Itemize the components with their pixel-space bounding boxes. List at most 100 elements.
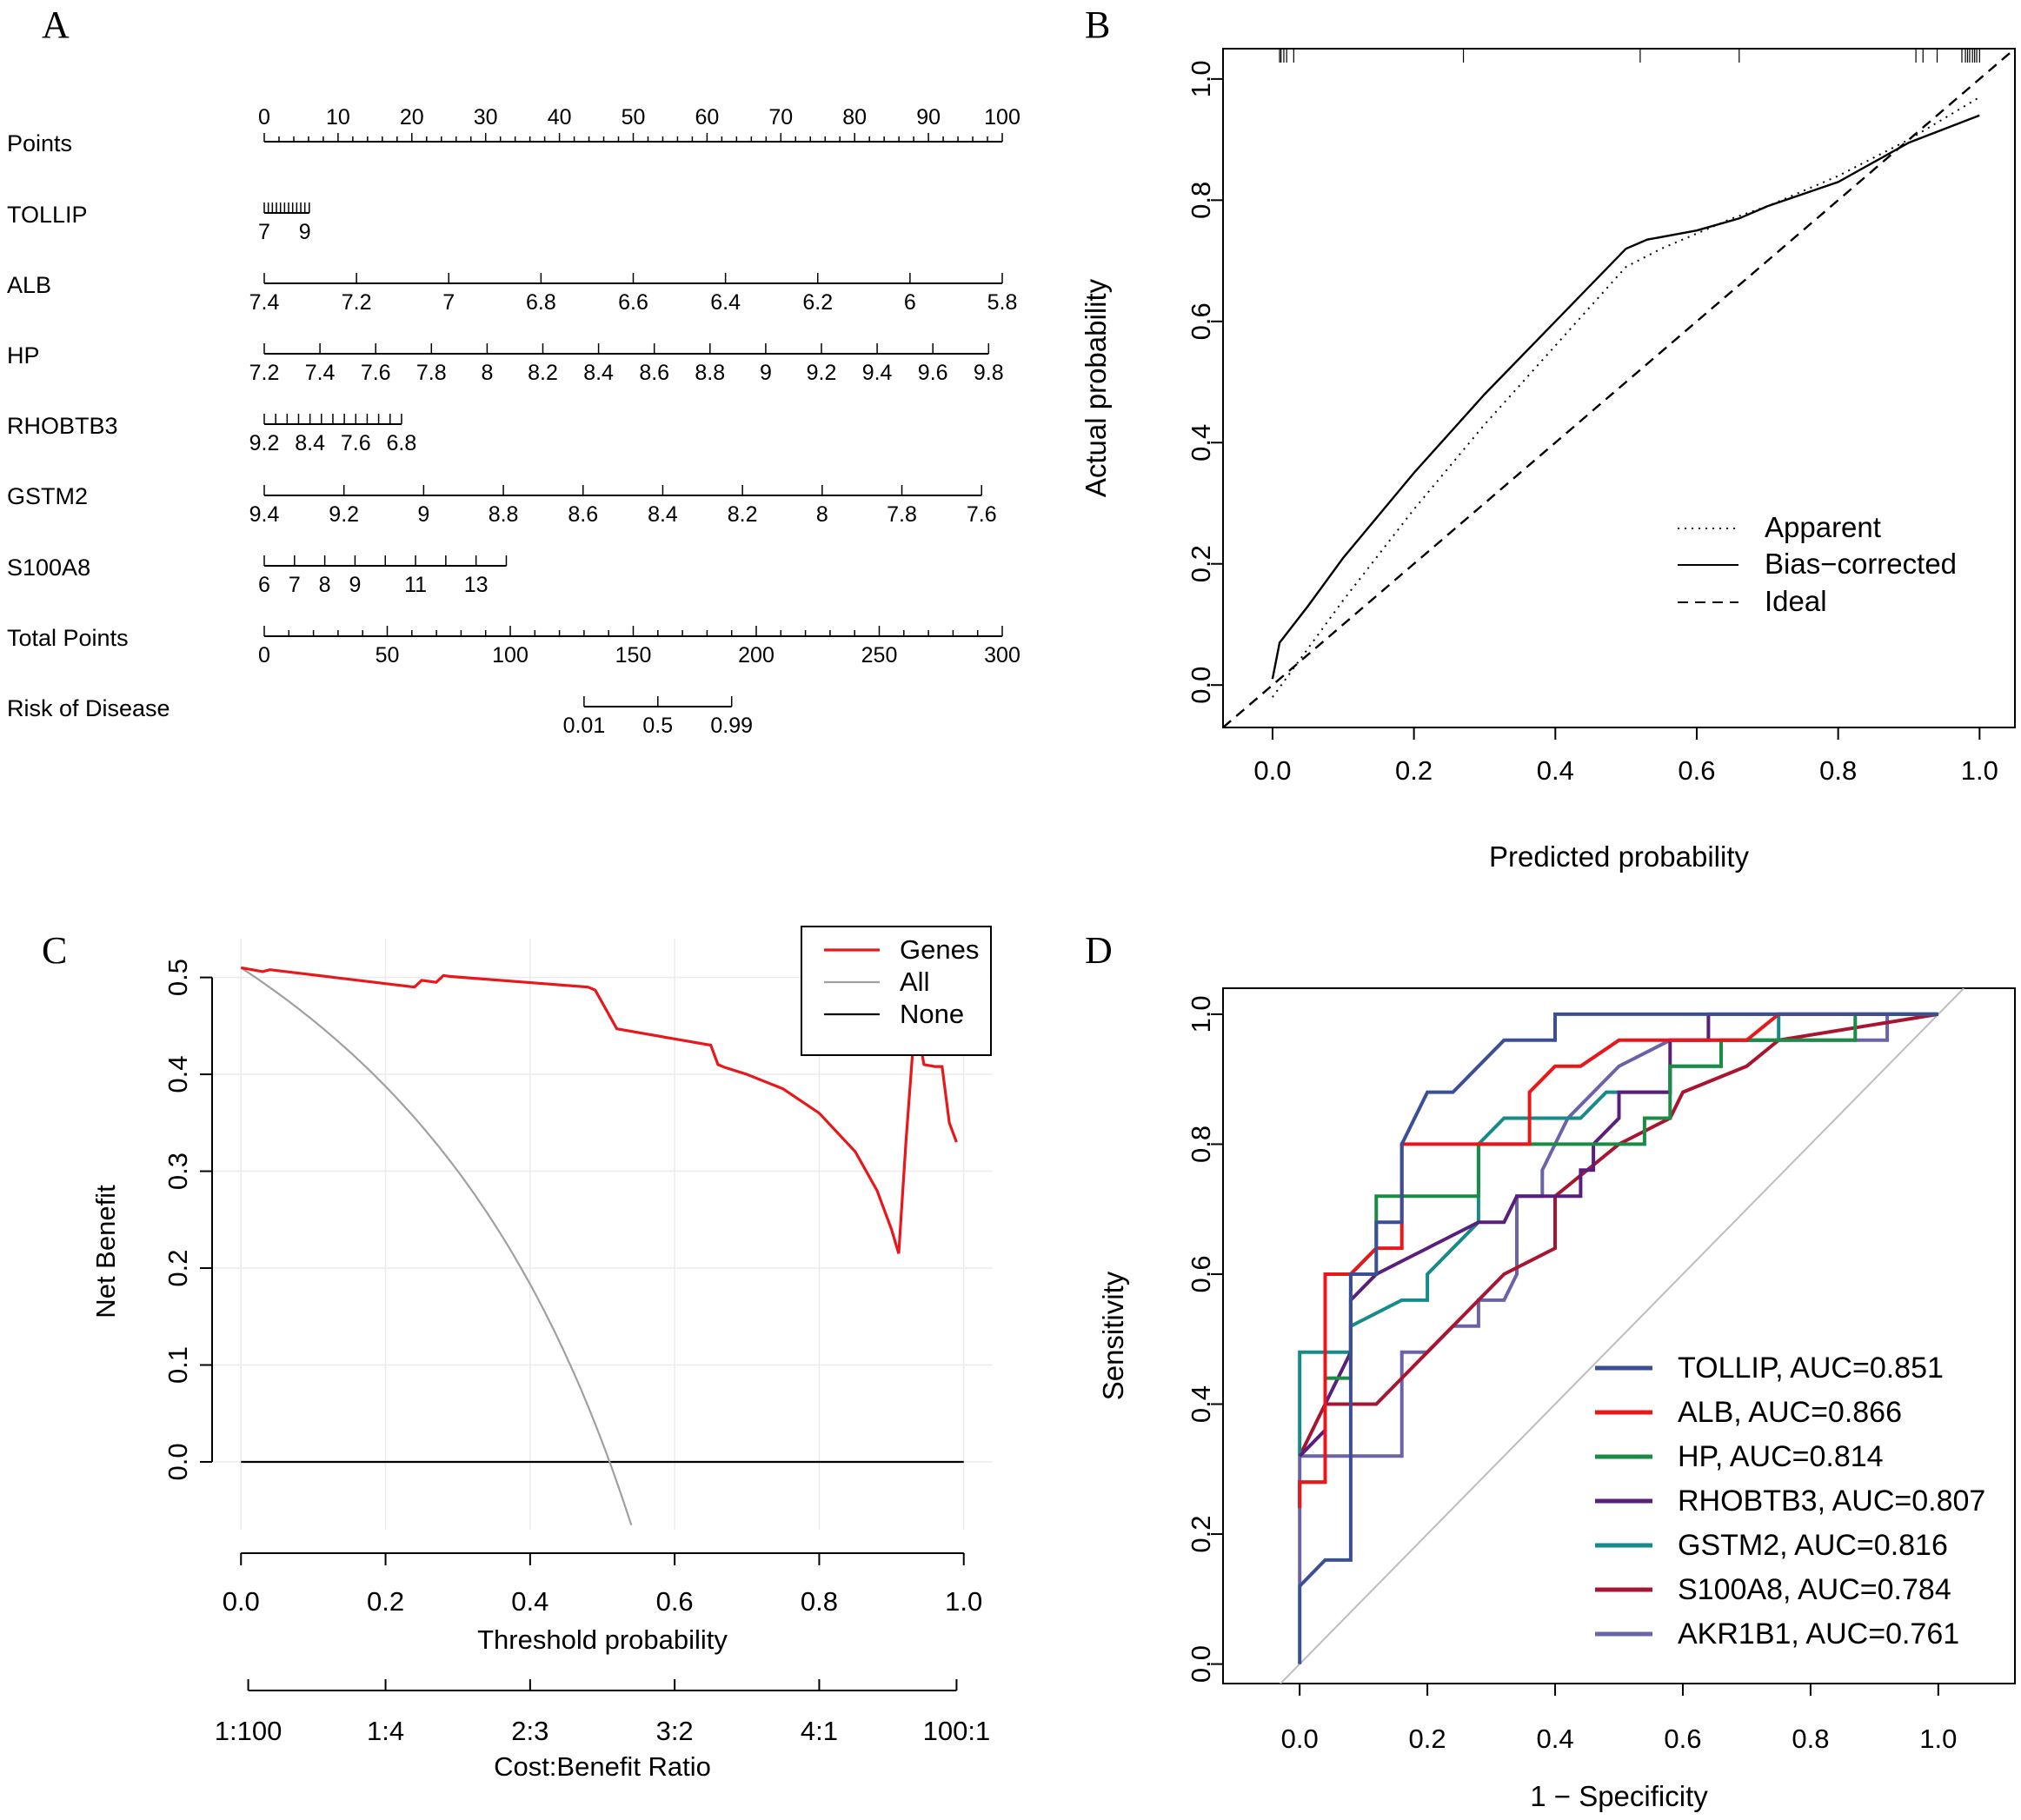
tick-label: 90 [916, 105, 941, 130]
tick-label: 6.8 [387, 431, 417, 455]
tick-label: 9.2 [329, 502, 359, 527]
row-label: GSTM2 [7, 483, 88, 509]
x-tick-label: 0.8 [801, 1586, 838, 1617]
tick-label: 13 [464, 573, 489, 597]
series-apparent [1272, 96, 1980, 698]
x-tick-label: 0.2 [1409, 1724, 1446, 1754]
x-tick-label: 0.4 [1537, 755, 1574, 786]
tick-label: 8.2 [528, 361, 558, 385]
x-tick-label: 1.0 [1961, 755, 1998, 786]
tick-label: 6.2 [802, 290, 833, 315]
legend-label: None [900, 999, 964, 1029]
tick-label: 150 [615, 643, 652, 668]
cost-benefit-tick-label: 3:2 [656, 1716, 694, 1746]
plot-frame [1222, 987, 2016, 1684]
tick-label: 6 [258, 573, 270, 597]
y-tick-label: 1.0 [1186, 995, 1216, 1033]
nomogram-row-tollip: TOLLIP 7 9 [7, 202, 311, 244]
y-tick-label: 0.0 [1186, 667, 1216, 704]
y-tick-label: 0.5 [163, 959, 193, 996]
cost-benefit-tick-label: 100:1 [923, 1716, 991, 1746]
row-label: Total Points [7, 625, 129, 651]
legend-label: All [900, 966, 929, 997]
tick-label: 0.99 [710, 714, 753, 738]
y-tick-label: 0.0 [163, 1443, 193, 1480]
legend-label: HP, AUC=0.814 [1678, 1440, 1884, 1473]
tick-label: 8 [481, 361, 493, 385]
tick-label: 9.2 [807, 361, 837, 385]
cost-benefit-tick-label: 2:3 [511, 1716, 548, 1746]
x-axis-title: Predicted probability [1489, 840, 1749, 873]
row-label: TOLLIP [7, 202, 88, 228]
y-tick-label: 0.8 [1186, 182, 1216, 219]
tick-label: 8.4 [648, 502, 678, 527]
legend-label: Bias−corrected [1765, 548, 1957, 580]
tick-label: 8 [816, 502, 828, 527]
tick-label: 7 [258, 220, 270, 244]
tick-label: 30 [474, 105, 498, 130]
series-bias-corrected [1271, 114, 1980, 680]
tick-label: 7 [442, 290, 455, 315]
tick-label: 9.8 [974, 361, 1004, 385]
x-tick-label: 1.0 [1919, 1724, 1957, 1754]
y-tick-label: 0.6 [1186, 1255, 1216, 1292]
tick-label: 7.6 [341, 431, 371, 455]
tick-label: 9.4 [249, 502, 280, 527]
row-label: ALB [7, 272, 51, 298]
tick-label: 6.8 [526, 290, 556, 315]
nomogram-row-gstm2: GSTM2 9.4 9.2 9 8.8 8.6 8.4 8.2 8 7.8 7.6 [7, 483, 997, 527]
legend-label: TOLLIP, AUC=0.851 [1678, 1352, 1944, 1385]
series-all [240, 966, 633, 1526]
tick-label: 9 [760, 361, 772, 385]
tick-label: 20 [400, 105, 424, 130]
cost-benefit-tick-label: 1:4 [367, 1716, 404, 1746]
cost-benefit-tick-label: 4:1 [801, 1716, 838, 1746]
row-label: Points [7, 130, 72, 156]
roc-panel: 0.0 0.0 0.2 0.2 0.4 0.4 0.6 0.6 0.8 0.8 1.0 1.0 1 − … [1097, 987, 2016, 1812]
y-tick-label: 0.2 [163, 1249, 193, 1286]
x-tick-label: 0.0 [223, 1586, 260, 1617]
x-tick-label: 0.8 [1819, 755, 1857, 786]
y-axis-title: Sensitivity [1097, 1271, 1129, 1400]
plot-frame [1222, 48, 2016, 728]
tick-label: 9 [299, 220, 311, 244]
x-tick-label: 0.6 [1678, 755, 1715, 786]
tick-label: 70 [768, 105, 793, 130]
tick-label: 7.4 [305, 361, 336, 385]
y-axis-title: Actual probability [1080, 278, 1112, 497]
nomogram-row-hp: HP 7.2 7.4 7.6 7.8 8 8.2 8.4 8.6 8.8 9 9.2 9.4 9.6 9.8 [7, 342, 1004, 385]
panel-label-c: C [42, 929, 67, 972]
y-tick-label: 0.4 [1186, 424, 1216, 462]
roc-curve-hp [1298, 1012, 1938, 1509]
nomogram-row-s100a8: S100A8 6 7 8 9 11 13 [7, 555, 508, 597]
y-tick-label: 1.0 [1186, 60, 1216, 97]
y-tick-label: 0.4 [1186, 1385, 1216, 1423]
y-axis-title: Net Benefit [90, 1185, 121, 1319]
calibration-panel: 0.0 0.0 0.2 0.2 0.4 0.4 0.6 0.6 0.8 0.8 1.0 1.0 Pred… [1080, 48, 2016, 873]
nomogram-row-points: Points 0 10 20 30 40 50 60 70 80 90 100 [7, 105, 1020, 156]
roc-curve-rhobtb3 [1298, 1012, 1938, 1458]
tick-label: 10 [326, 105, 350, 130]
tick-label: 6 [904, 290, 916, 315]
tick-label: 100 [984, 105, 1020, 130]
tick-label: 8.4 [295, 431, 325, 455]
tick-label: 9 [417, 502, 429, 527]
y-tick-label: 0.2 [1186, 545, 1216, 582]
row-label: RHOBTB3 [7, 413, 118, 439]
tick-label: 9.6 [918, 361, 948, 385]
tick-label: 100 [492, 643, 529, 668]
decision-curve-panel: 0.0 0.1 0.2 0.3 0.4 0.5 Net Benefit 0.0 0.2 0.4 0.… [90, 926, 993, 1782]
y-tick-label: 0.2 [1186, 1515, 1216, 1552]
legend-label: ALB, AUC=0.866 [1678, 1396, 1902, 1429]
row-label: Risk of Disease [7, 695, 170, 721]
panel-label-d: D [1085, 929, 1113, 972]
legend-box [801, 926, 992, 1056]
row-label: HP [7, 342, 40, 369]
legend-label: GSTM2, AUC=0.816 [1678, 1529, 1948, 1562]
x-tick-label: 0.2 [1395, 755, 1433, 786]
tick-label: 9 [349, 573, 361, 597]
x-tick-label: 0.6 [656, 1586, 694, 1617]
cost-benefit-title: Cost:Benefit Ratio [494, 1751, 711, 1782]
